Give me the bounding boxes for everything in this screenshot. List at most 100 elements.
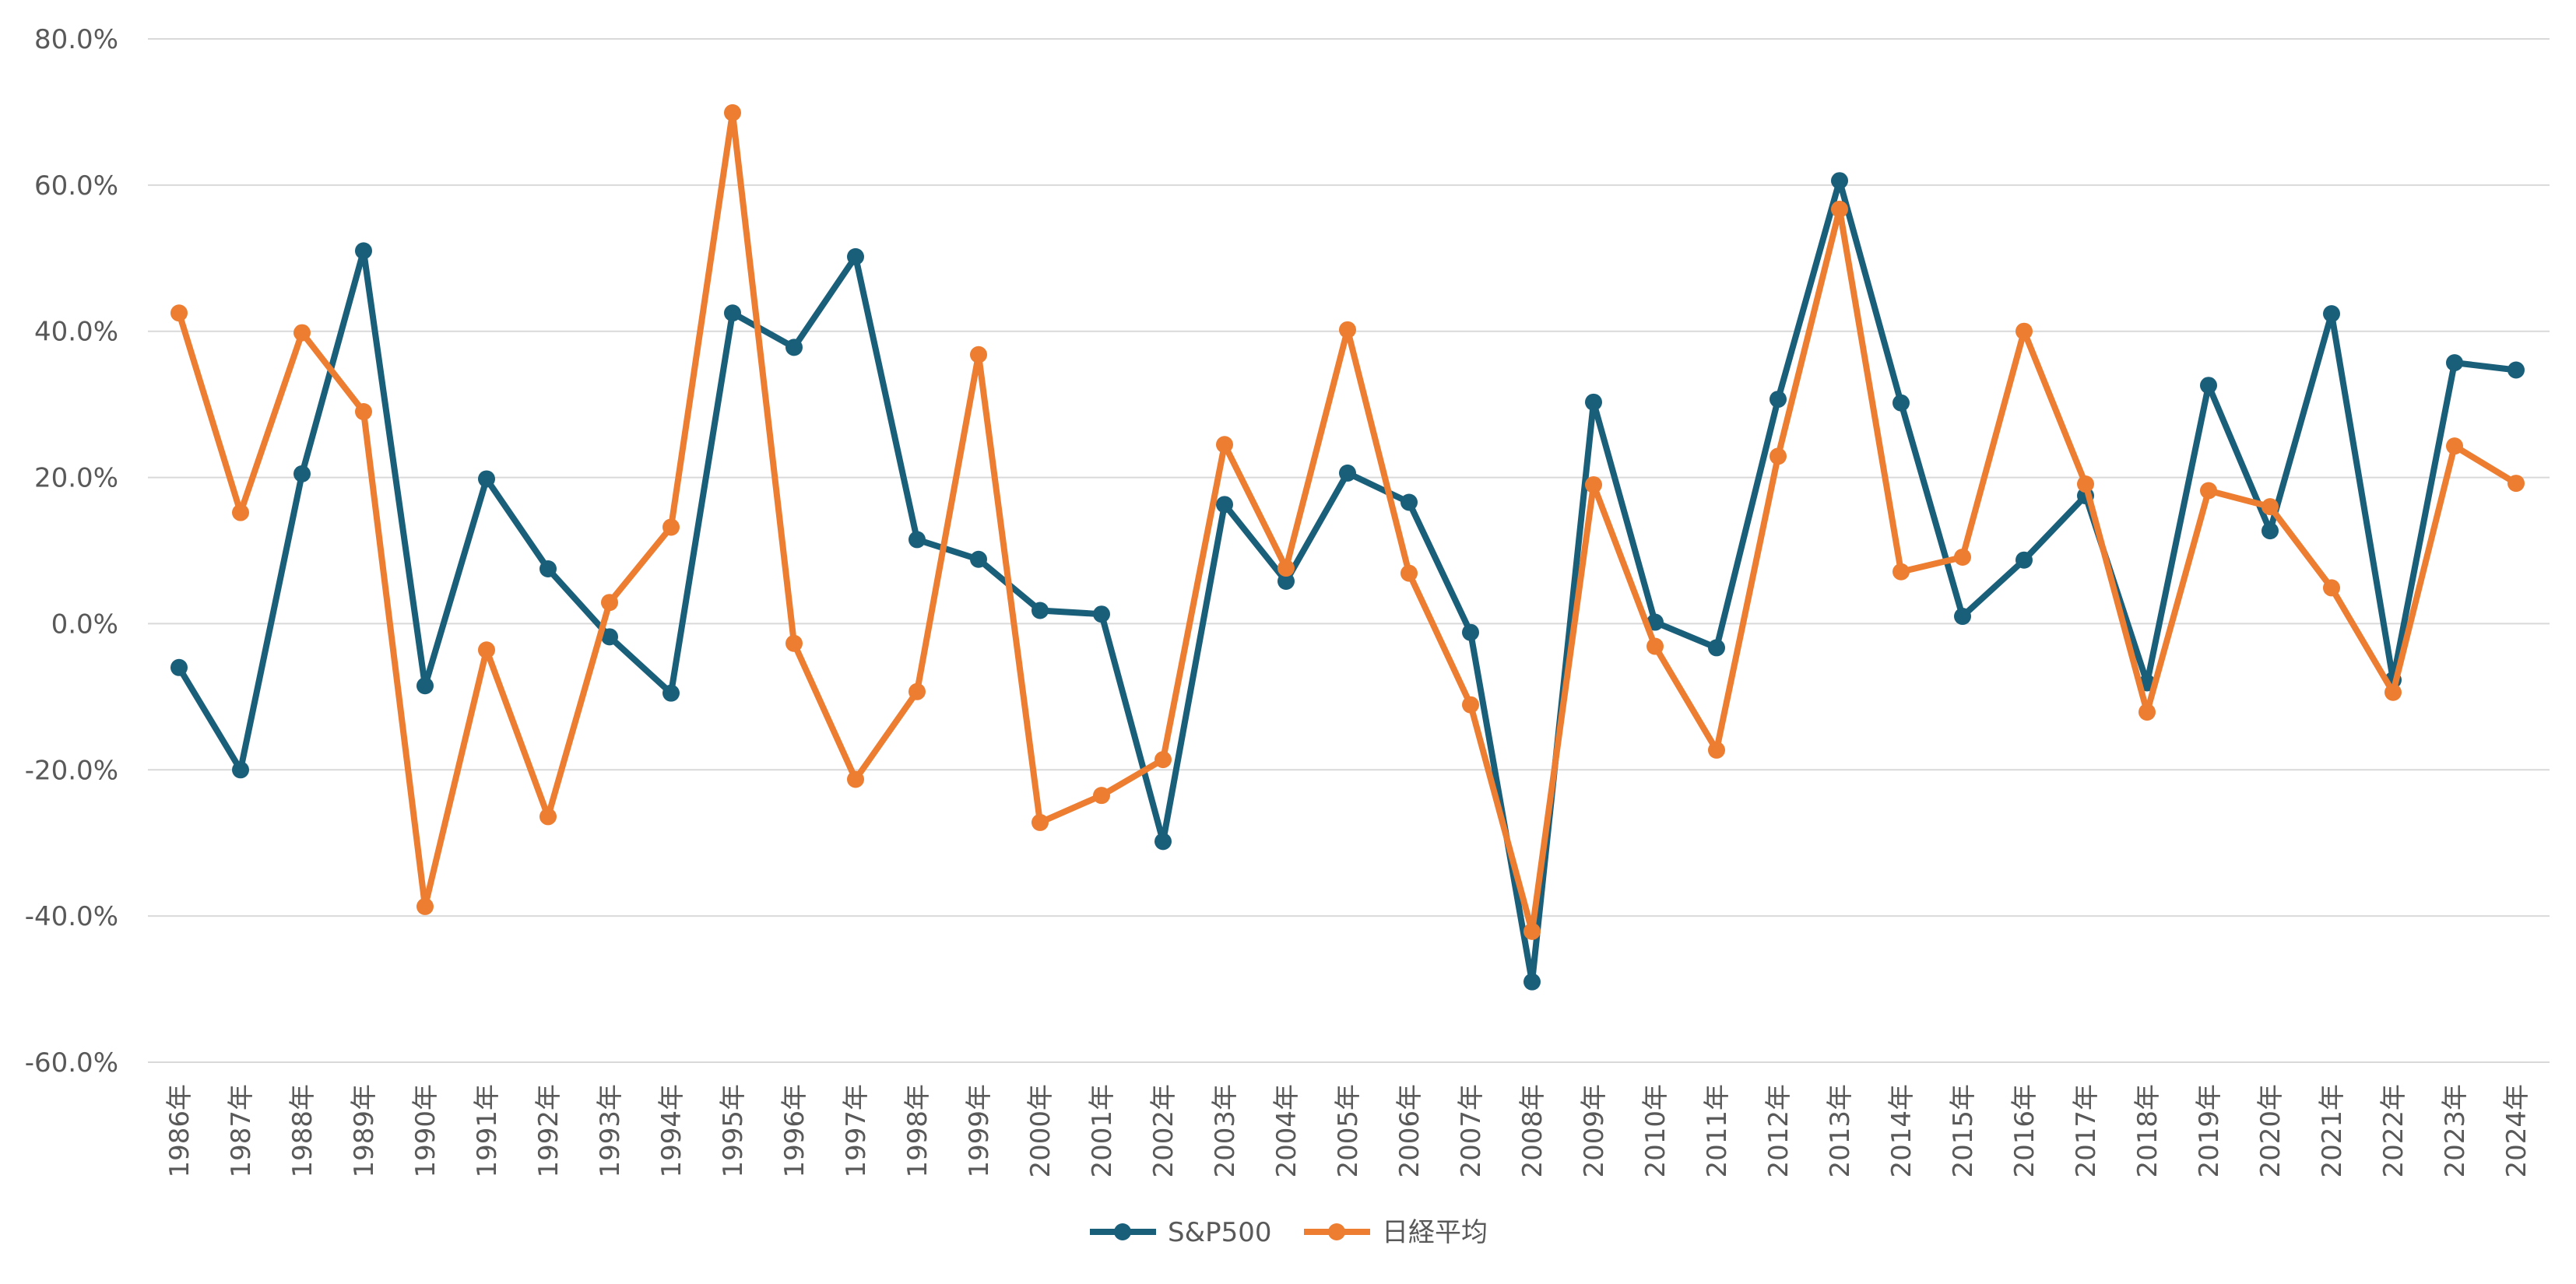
data-point (785, 339, 803, 356)
data-point (1585, 475, 1602, 493)
data-point (539, 808, 557, 826)
data-point (170, 658, 188, 676)
data-point (1708, 741, 1725, 759)
series-line (176, 109, 2518, 935)
x-tick-label: 2023年 (2440, 1084, 2471, 1178)
data-point (1585, 393, 1602, 411)
data-point (1339, 321, 1356, 339)
series-lines (170, 103, 2525, 991)
data-point (724, 103, 741, 121)
x-tick-label: 1992年 (533, 1084, 564, 1178)
x-tick-label: 1990年 (410, 1084, 441, 1178)
x-tick-label: 1994年 (656, 1084, 687, 1178)
y-axis-ticks: 80.0% 60.0% 40.0% 20.0% 0.0% -20.0% -40.0% -60.… (25, 24, 118, 1079)
data-point (293, 465, 311, 482)
data-point (2507, 475, 2525, 493)
y-tick-label: 60.0% (34, 170, 118, 202)
data-point (1831, 200, 1848, 218)
x-tick-label: 2010年 (1640, 1084, 1671, 1178)
data-point (1523, 973, 1541, 991)
data-point (1031, 813, 1049, 831)
data-point (355, 403, 372, 421)
data-point (416, 677, 434, 695)
y-tick-label: -40.0% (25, 901, 118, 932)
data-point (1769, 391, 1787, 409)
y-tick-label: 80.0% (34, 24, 118, 55)
x-tick-label: 2019年 (2194, 1084, 2225, 1178)
data-point (2507, 361, 2525, 379)
data-point (785, 634, 803, 652)
data-point (662, 684, 680, 702)
data-point (1892, 563, 1910, 581)
x-tick-label: 1995年 (718, 1084, 749, 1178)
data-point (1216, 436, 1233, 454)
x-tick-label: 1991年 (472, 1084, 503, 1178)
x-tick-label: 1993年 (595, 1084, 626, 1178)
data-point (847, 247, 864, 265)
data-point (1523, 922, 1541, 940)
legend-swatch-marker (1328, 1223, 1345, 1240)
data-point (2446, 354, 2463, 372)
data-point (478, 470, 495, 488)
x-tick-label: 2009年 (1579, 1084, 1610, 1178)
legend-label: S&P500 (1168, 1217, 1272, 1248)
data-point (1277, 572, 1295, 590)
x-tick-label: 2021年 (2317, 1084, 2348, 1178)
data-point (1954, 608, 1971, 626)
x-tick-label: 2015年 (1948, 1084, 1979, 1178)
data-point (1216, 496, 1233, 514)
data-point (2077, 475, 2094, 493)
x-tick-label: 2008年 (1517, 1084, 1548, 1178)
data-point (1892, 394, 1910, 412)
data-point (2261, 522, 2279, 540)
x-tick-label: 2007年 (1456, 1084, 1487, 1178)
data-point (355, 242, 372, 260)
x-axis-ticks: 1986年 1987年 1988年 1989年 1990年 1991年 1992年 1993年… (164, 1084, 2532, 1178)
data-point (293, 324, 311, 342)
data-point (2323, 579, 2340, 597)
x-tick-label: 2006年 (1394, 1084, 1425, 1178)
x-tick-label: 2017年 (2071, 1084, 2102, 1178)
x-tick-label: 1998年 (902, 1084, 933, 1178)
x-tick-label: 1986年 (164, 1084, 195, 1178)
x-tick-label: 2020年 (2255, 1084, 2286, 1178)
x-tick-label: 2001年 (1087, 1084, 1118, 1178)
y-tick-label: 40.0% (34, 317, 118, 348)
data-point (2015, 551, 2033, 569)
data-point (1093, 787, 1110, 805)
x-tick-label: 2000年 (1025, 1084, 1056, 1178)
legend: S&P500 日経平均 (1090, 1217, 1488, 1248)
data-point (2323, 305, 2340, 323)
series-nikkei (170, 103, 2525, 940)
legend-label: 日経平均 (1382, 1217, 1488, 1248)
x-tick-label: 2003年 (1210, 1084, 1241, 1178)
data-point (1339, 464, 1356, 482)
y-tick-label: 20.0% (34, 463, 118, 494)
x-tick-label: 2018年 (2132, 1084, 2163, 1178)
data-point (1031, 602, 1049, 619)
data-point (908, 682, 926, 700)
data-point (1277, 560, 1295, 577)
y-tick-label: 0.0% (51, 609, 118, 640)
data-point (1769, 447, 1787, 465)
data-point (2446, 437, 2463, 455)
data-point (1462, 623, 1479, 641)
data-point (908, 531, 926, 549)
data-point (232, 761, 249, 779)
legend-item: 日経平均 (1304, 1217, 1488, 1248)
x-tick-label: 2014年 (1886, 1084, 1917, 1178)
legend-swatch-marker (1114, 1223, 1131, 1240)
y-tick-label: -60.0% (25, 1047, 118, 1079)
data-point (2138, 703, 2156, 721)
data-point (2015, 322, 2033, 340)
data-point (539, 560, 557, 577)
data-point (416, 897, 434, 915)
data-point (478, 641, 495, 659)
x-tick-label: 1989年 (349, 1084, 380, 1178)
data-point (970, 550, 987, 568)
data-point (1708, 639, 1725, 657)
y-tick-label: -20.0% (25, 755, 118, 786)
x-tick-label: 2005年 (1333, 1084, 1364, 1178)
series-line (176, 177, 2517, 985)
